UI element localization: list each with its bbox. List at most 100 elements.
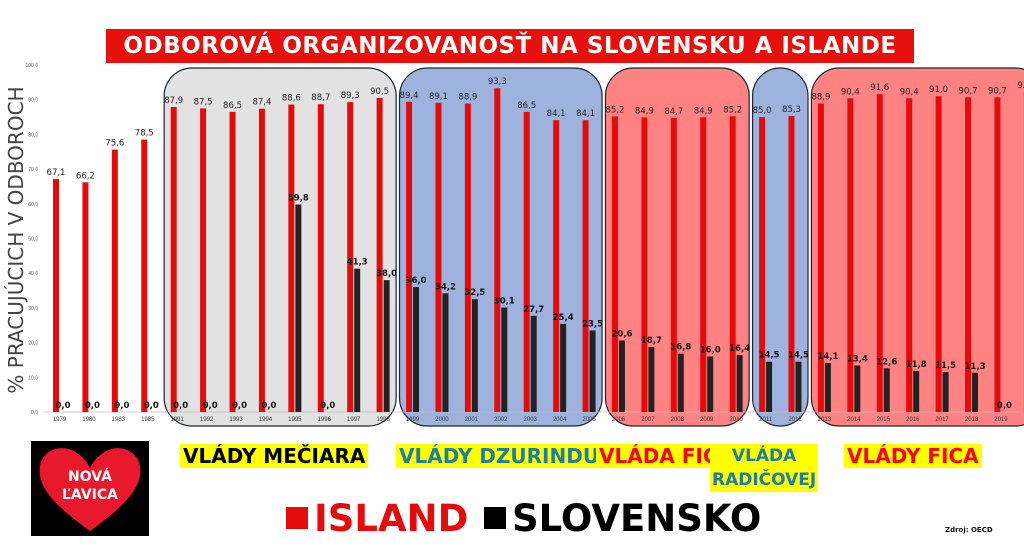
bar-island <box>817 103 824 412</box>
data-label-slovensko: 0,0 <box>232 401 247 411</box>
bar-slovensko <box>442 293 449 412</box>
bar-slovensko <box>736 355 743 412</box>
x-tick-label: 2009 <box>700 417 714 423</box>
x-axis-ticks: 1979 1980 1983 1985 1991 1992 1993 1994 1995 1996… <box>53 417 1024 423</box>
legend-slovensko-label: SLOVENSKO <box>512 496 762 540</box>
chart-title: ODBOROVÁ ORGANIZOVANOSŤ NA SLOVENSKU A I… <box>106 29 914 63</box>
data-label-island: 91,6 <box>870 83 889 93</box>
era-label-radicova-line2: RADIČOVEJ <box>712 470 817 490</box>
bar-slovensko <box>530 315 537 412</box>
bar-island <box>847 98 854 412</box>
x-tick-label: 2005 <box>582 417 596 423</box>
data-label-slovensko: 36,0 <box>406 276 427 286</box>
bar-island <box>611 116 618 412</box>
x-tick-label: 1979 <box>53 417 67 423</box>
data-label-slovensko: 0,0 <box>203 401 218 411</box>
x-tick-label: 1993 <box>229 417 243 423</box>
x-tick-label: 2003 <box>524 417 538 423</box>
bar-island <box>582 120 589 412</box>
data-label-slovensko: 16,4 <box>729 344 750 354</box>
data-label-slovensko: 14,5 <box>788 351 809 361</box>
bar-slovensko <box>883 368 890 412</box>
x-tick-label: 1985 <box>141 417 155 423</box>
bar-island <box>729 116 736 412</box>
bar-island <box>876 94 883 412</box>
data-label-slovensko: 0,0 <box>144 401 159 411</box>
data-labels: 67,1 0,0 66,2 0,0 75,6 0,0 78,5 0,0 87,9 0,0 87,5 0… <box>47 77 1024 411</box>
y-tick-label: 20,0 <box>28 341 38 347</box>
data-label-slovensko: 32,5 <box>464 288 485 298</box>
x-tick-label: 2002 <box>494 417 508 423</box>
x-tick-label: 2008 <box>671 417 685 423</box>
bar-island <box>111 149 118 412</box>
x-tick-label: 2012 <box>788 417 802 423</box>
x-tick-label: 2001 <box>465 417 479 423</box>
bar-island <box>53 179 59 412</box>
x-tick-label: 1980 <box>82 417 96 423</box>
data-label-island: 91,0 <box>929 85 948 95</box>
data-label-slovensko: 0,0 <box>997 401 1012 411</box>
bar-island <box>994 97 1001 412</box>
x-tick-label: 2017 <box>935 417 949 423</box>
bar-slovensko <box>413 287 420 412</box>
y-tick-label: 80,0 <box>28 132 38 138</box>
data-label-island: 84,9 <box>694 106 713 116</box>
data-label-slovensko: 14,1 <box>817 352 838 362</box>
logo-line2: ĽAVICA <box>62 487 118 503</box>
series-slovensko <box>295 204 979 412</box>
bar-island <box>523 111 530 412</box>
bar-island <box>935 96 942 412</box>
data-label-island: 89,4 <box>400 91 419 101</box>
bar-island <box>906 98 913 412</box>
bar-island <box>406 101 413 413</box>
y-axis-label: % PRACUJÚCICH V ODBOROCH <box>4 86 28 394</box>
bar-island <box>464 103 471 412</box>
bar-island <box>347 102 354 412</box>
y-tick-label: 40,0 <box>28 271 38 277</box>
legend-island: ISLAND <box>286 497 468 540</box>
data-label-slovensko: 11,3 <box>965 362 986 372</box>
data-label-slovensko: 41,3 <box>347 258 368 268</box>
data-label-island: 85,3 <box>782 105 801 115</box>
bar-slovensko <box>942 372 949 412</box>
data-label-slovensko: 18,7 <box>641 336 662 346</box>
y-tick-label: 10,0 <box>28 375 38 381</box>
data-label-island: 90,7 <box>959 86 978 96</box>
era-box-0 <box>163 67 397 427</box>
bar-slovensko <box>854 365 861 412</box>
data-label-island: 86,5 <box>223 101 242 111</box>
era-label-radicova: VLÁDA RADIČOVEJ <box>710 444 819 492</box>
bar-slovensko <box>766 361 773 412</box>
data-label-slovensko: 11,5 <box>935 361 956 371</box>
legend-slovensko-swatch <box>484 507 506 529</box>
data-label-island: 93,3 <box>488 77 507 87</box>
bar-slovensko <box>618 340 625 412</box>
data-label-island: 85,2 <box>723 105 742 115</box>
bar-island <box>700 117 707 412</box>
x-tick-label: 2011 <box>759 417 773 423</box>
bar-slovensko <box>589 330 596 412</box>
data-label-island: 90,5 <box>370 87 389 97</box>
data-label-island: 67,1 <box>47 168 66 178</box>
data-label-slovensko: 0,0 <box>85 401 100 411</box>
data-label-island: 85,2 <box>606 105 625 115</box>
era-label-fico-2-text: VLÁDY FICA <box>847 444 979 468</box>
series-island <box>53 88 1024 413</box>
x-tick-label: 2007 <box>641 417 655 423</box>
bar-island <box>317 104 324 412</box>
x-tick-label: 1992 <box>200 417 214 423</box>
x-tick-label: 1995 <box>288 417 302 423</box>
x-tick-label: 2004 <box>553 417 567 423</box>
data-label-island: 88,9 <box>811 93 830 103</box>
y-tick-label: 60,0 <box>28 202 38 208</box>
data-label-island: 90,7 <box>988 86 1007 96</box>
x-tick-label: 1983 <box>112 417 126 423</box>
data-label-island: 84,1 <box>547 109 566 119</box>
x-tick-label: 1998 <box>376 417 390 423</box>
data-label-slovensko: 13,4 <box>847 355 868 365</box>
bar-slovensko <box>354 268 361 412</box>
bar-slovensko <box>471 299 478 412</box>
data-label-slovensko: 12,6 <box>876 357 897 367</box>
x-tick-label: 2013 <box>818 417 832 423</box>
